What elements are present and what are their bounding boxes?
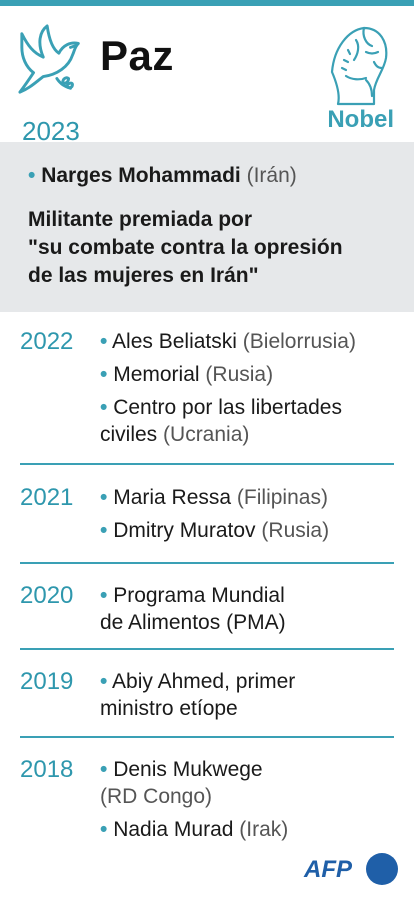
list-item: • Centro por las libertades civiles (Ucr… xyxy=(100,394,400,448)
divider xyxy=(20,648,394,650)
bullet-icon: • xyxy=(28,164,36,187)
list-item: • Maria Ressa (Filipinas) xyxy=(100,484,400,511)
entry-year: 2022 xyxy=(20,328,74,355)
entry-year: 2020 xyxy=(20,582,74,609)
list-item: • Dmitry Muratov (Rusia) xyxy=(100,517,400,544)
laureate-country: (Ucrania) xyxy=(163,423,250,446)
afp-logo: AFP xyxy=(304,852,398,886)
laureate-country: (Rusia) xyxy=(205,363,274,386)
laureate-name: Ales Beliatski xyxy=(112,330,237,353)
laureate-description: Militante premiada por "su combate contr… xyxy=(28,208,343,287)
laureate-country: (Bielorrusia) xyxy=(242,330,356,353)
list-item: • Ales Beliatski (Bielorrusia) xyxy=(100,328,400,355)
entry-items: • Ales Beliatski (Bielorrusia) • Memoria… xyxy=(100,328,400,454)
list-item: • Denis Mukwege (RD Congo) xyxy=(100,756,400,810)
entry-items: • Denis Mukwege (RD Congo) • Nadia Murad… xyxy=(100,756,400,849)
dove-icon xyxy=(18,24,80,94)
bullet-icon: • xyxy=(100,486,108,509)
laureate-name: Dmitry Muratov xyxy=(113,519,256,542)
bullet-icon: • xyxy=(100,363,108,386)
entry-year: 2019 xyxy=(20,668,74,695)
laureate-name: Programa Mundial de Alimentos (PMA) xyxy=(100,584,286,634)
laureate-name: Abiy Ahmed, primer ministro etíope xyxy=(100,670,296,720)
bullet-icon: • xyxy=(100,584,108,607)
list-item: • Nadia Murad (Irak) xyxy=(100,816,400,843)
entry-year: 2021 xyxy=(20,484,74,511)
laureate-2023-panel: • Narges Mohammadi (Irán) Militante prem… xyxy=(0,142,414,312)
header: Paz Nobel 2023 xyxy=(0,6,414,146)
laureate-country: (Irán) xyxy=(246,164,297,187)
divider xyxy=(20,562,394,564)
bullet-icon: • xyxy=(100,396,108,419)
laureate-name: Centro por las libertades civiles xyxy=(100,396,342,446)
laureate-country: (Rusia) xyxy=(261,519,330,542)
laureate-name: Nadia Murad xyxy=(113,818,234,841)
laureate-name: Narges Mohammadi xyxy=(41,164,241,187)
entry-year: 2018 xyxy=(20,756,74,783)
list-item: • Memorial (Rusia) xyxy=(100,361,400,388)
list-item: • Abiy Ahmed, primer ministro etíope xyxy=(100,668,400,722)
bullet-icon: • xyxy=(100,758,108,781)
bullet-icon: • xyxy=(100,330,108,353)
divider xyxy=(20,463,394,465)
bullet-icon: • xyxy=(100,670,108,693)
laureate-name: Denis Mukwege xyxy=(113,758,263,781)
entry-items: • Abiy Ahmed, primer ministro etíope xyxy=(100,668,400,728)
list-item: • Programa Mundial de Alimentos (PMA) xyxy=(100,582,400,636)
entry-items: • Programa Mundial de Alimentos (PMA) xyxy=(100,582,400,642)
laureate-country: (Irak) xyxy=(239,818,289,841)
bullet-icon: • xyxy=(100,519,108,542)
top-accent-line xyxy=(0,0,414,6)
nobel-medal-icon xyxy=(330,26,388,106)
highlight-year: 2023 xyxy=(22,116,80,146)
nobel-label: Nobel xyxy=(327,106,394,133)
entry-items: • Maria Ressa (Filipinas) • Dmitry Murat… xyxy=(100,484,400,550)
laureate-country: (RD Congo) xyxy=(100,785,213,808)
divider xyxy=(20,736,394,738)
laureate-name: Maria Ressa xyxy=(113,486,232,509)
laureate-name: Memorial xyxy=(113,363,200,386)
globe-icon xyxy=(366,853,398,885)
agency-name: AFP xyxy=(304,856,352,883)
bullet-icon: • xyxy=(100,818,108,841)
page-title: Paz xyxy=(100,32,174,79)
laureate-2023-name: • Narges Mohammadi (Irán) xyxy=(28,164,297,188)
laureate-country: (Filipinas) xyxy=(236,486,328,509)
